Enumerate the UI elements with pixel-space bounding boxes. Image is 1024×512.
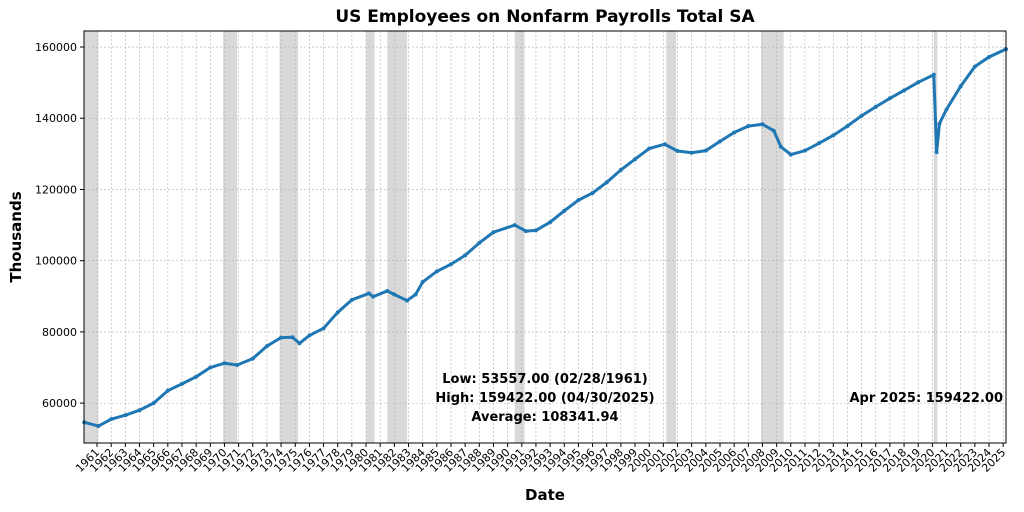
point xyxy=(96,424,101,429)
point xyxy=(689,150,694,155)
point xyxy=(366,291,371,296)
point xyxy=(413,292,418,297)
recession-band xyxy=(514,31,525,443)
point xyxy=(937,121,942,126)
point xyxy=(335,310,340,315)
y-tick-label: 160000 xyxy=(35,41,77,54)
point xyxy=(250,356,255,361)
point xyxy=(746,124,751,129)
point xyxy=(279,335,284,340)
point xyxy=(717,139,722,144)
point xyxy=(222,361,227,366)
plot-frame xyxy=(83,30,1007,444)
point xyxy=(385,288,390,293)
point xyxy=(675,149,680,154)
recession-band xyxy=(666,31,677,443)
recession-band xyxy=(84,31,99,443)
point xyxy=(788,152,793,157)
recession-band xyxy=(761,31,784,443)
point xyxy=(321,326,326,331)
point xyxy=(165,388,170,393)
point xyxy=(987,54,992,59)
point xyxy=(491,230,496,235)
point xyxy=(548,220,553,225)
y-tick-label: 120000 xyxy=(35,183,77,196)
point xyxy=(297,341,302,346)
point xyxy=(760,122,765,127)
recession-band xyxy=(366,31,375,443)
point xyxy=(405,298,410,303)
point xyxy=(137,408,142,413)
point xyxy=(831,133,836,138)
point xyxy=(448,262,453,267)
point xyxy=(916,80,921,85)
point xyxy=(662,142,667,147)
last-value-annotation: Apr 2025: 159422.00 xyxy=(849,391,1003,406)
annotation: High: 159422.00 (04/30/2025) xyxy=(435,391,654,406)
point xyxy=(944,107,949,112)
point xyxy=(420,280,425,285)
y-tick-label: 140000 xyxy=(35,112,77,125)
point xyxy=(934,150,939,155)
point xyxy=(264,344,269,349)
point xyxy=(512,223,517,228)
point xyxy=(290,335,295,340)
point xyxy=(845,124,850,129)
point xyxy=(235,363,240,368)
y-tick-label: 60000 xyxy=(42,397,77,410)
point xyxy=(604,180,609,185)
point xyxy=(123,413,128,418)
point xyxy=(524,229,529,234)
point xyxy=(434,269,439,274)
y-tick-label: 100000 xyxy=(35,255,77,268)
point xyxy=(576,198,581,203)
point xyxy=(802,148,807,153)
point xyxy=(477,240,482,245)
point xyxy=(778,144,783,149)
point xyxy=(208,365,213,370)
point xyxy=(771,128,776,133)
point xyxy=(179,381,184,386)
recession-band xyxy=(933,31,938,443)
line-series xyxy=(83,47,1007,428)
point xyxy=(618,167,623,172)
point xyxy=(463,253,468,258)
point xyxy=(902,88,907,93)
y-tick-label: 80000 xyxy=(42,326,77,339)
point xyxy=(859,113,864,118)
point xyxy=(647,146,652,151)
point xyxy=(703,148,708,153)
chart-title: US Employees on Nonfarm Payrolls Total S… xyxy=(335,7,755,27)
point xyxy=(972,64,977,69)
point xyxy=(109,417,114,422)
recession-band xyxy=(223,31,238,443)
annotation: Low: 53557.00 (02/28/1961) xyxy=(442,372,647,387)
recession-band xyxy=(387,31,408,443)
point xyxy=(887,96,892,101)
point xyxy=(590,191,595,196)
point xyxy=(732,130,737,135)
point xyxy=(151,401,156,406)
point xyxy=(349,297,354,302)
annotation: Average: 108341.94 xyxy=(471,410,618,425)
point xyxy=(194,374,199,379)
point xyxy=(562,208,567,213)
y-axis-label: Thousands xyxy=(7,191,25,282)
point xyxy=(371,294,376,299)
point xyxy=(873,104,878,109)
point xyxy=(392,292,397,297)
point xyxy=(533,228,538,233)
point xyxy=(817,141,822,146)
point xyxy=(931,72,936,77)
point xyxy=(958,84,963,89)
x-axis-label: Date xyxy=(525,486,565,504)
point xyxy=(633,157,638,162)
point xyxy=(307,333,312,338)
